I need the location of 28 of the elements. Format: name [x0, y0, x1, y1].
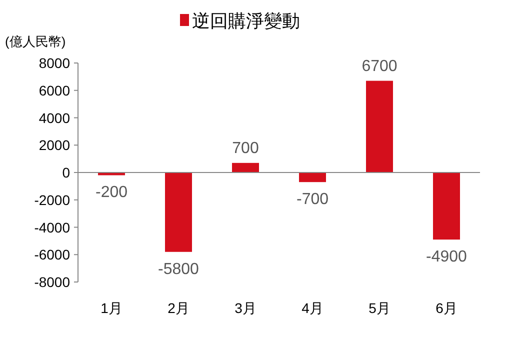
legend-label: 逆回購淨變動	[192, 11, 300, 31]
data-label: 6700	[362, 58, 398, 75]
data-label: -5800	[158, 260, 200, 278]
data-label: 700	[232, 140, 259, 157]
y-tick-label: 0	[62, 164, 70, 180]
x-tick-label: 3月	[234, 300, 256, 316]
y-tick-label: 8000	[38, 55, 70, 71]
data-label: -200	[95, 184, 128, 202]
bar	[433, 172, 460, 240]
data-label: -700	[296, 191, 329, 208]
y-tick-label: -8000	[34, 274, 70, 290]
y-tick-label: -4000	[34, 219, 70, 236]
x-tick-label: 1月	[100, 300, 122, 316]
y-axis-title: (億人民幣)	[5, 34, 66, 49]
x-tick-label: 6月	[436, 300, 458, 316]
bar	[165, 172, 192, 252]
x-tick-label: 4月	[302, 300, 324, 316]
data-label: -4900	[426, 248, 468, 266]
bar	[299, 172, 326, 182]
y-tick-label: -2000	[34, 192, 70, 208]
bar	[366, 80, 393, 172]
bar	[232, 162, 259, 172]
y-tick-label: -6000	[34, 246, 70, 263]
x-tick-label: 2月	[168, 300, 190, 316]
y-tick-label: 6000	[38, 82, 70, 98]
x-tick-label: 5月	[368, 300, 390, 316]
y-tick-label: 4000	[38, 110, 70, 126]
y-tick-label: 2000	[38, 137, 70, 154]
